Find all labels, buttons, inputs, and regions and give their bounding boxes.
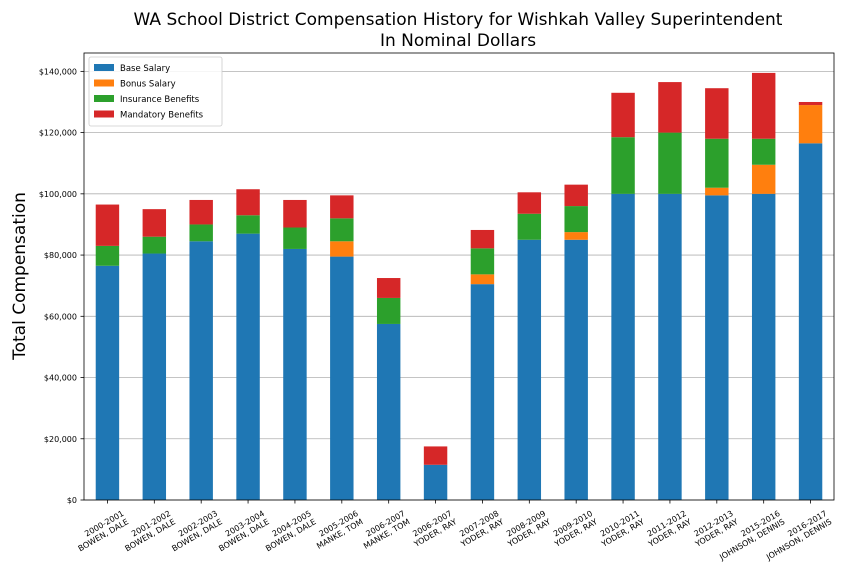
bar-segment-insurance-benefits xyxy=(95,245,120,266)
bar-segment-base-salary xyxy=(470,284,495,500)
bar-segment-mandatory-benefits xyxy=(517,192,542,214)
bar-segment-mandatory-benefits xyxy=(330,195,354,219)
y-tick-label: $120,000 xyxy=(39,129,77,138)
legend: Base Salary Bonus Salary Insurance Benefit… xyxy=(88,56,223,127)
bar-segment-mandatory-benefits xyxy=(564,184,588,207)
bar-segment-base-salary xyxy=(236,233,260,500)
bar-segment-bonus-salary xyxy=(705,187,729,196)
y-tick-label: $20,000 xyxy=(44,435,77,444)
legend-swatch xyxy=(94,110,114,118)
y-tick-label: $0 xyxy=(67,496,77,505)
y-axis-label: Total Compensation xyxy=(10,192,30,361)
bar-segment-insurance-benefits xyxy=(376,297,401,324)
bar-segment-base-salary xyxy=(142,253,167,500)
bar-segment-base-salary xyxy=(751,193,776,500)
bar-segment-mandatory-benefits xyxy=(658,82,682,133)
bars-layer xyxy=(95,72,823,501)
bar-segment-insurance-benefits xyxy=(236,215,260,234)
bar-segment-insurance-benefits xyxy=(283,227,307,249)
chart-title: WA School District Compensation History … xyxy=(134,10,783,30)
chart-subtitle: In Nominal Dollars xyxy=(380,31,536,51)
y-tick-label: $100,000 xyxy=(39,190,77,199)
bar-segment-base-salary xyxy=(611,193,635,500)
legend-label: Insurance Benefits xyxy=(120,95,200,105)
bar-segment-mandatory-benefits xyxy=(611,92,635,138)
bar-segment-insurance-benefits xyxy=(751,138,776,165)
y-tick-label: $60,000 xyxy=(44,312,77,321)
bar-segment-insurance-benefits xyxy=(705,138,729,188)
bar-segment-insurance-benefits xyxy=(142,236,167,254)
bar-segment-mandatory-benefits xyxy=(236,189,260,216)
bar-segment-mandatory-benefits xyxy=(423,446,448,465)
bar-segment-insurance-benefits xyxy=(611,137,635,194)
bar-segment-mandatory-benefits xyxy=(376,278,401,298)
bar-segment-mandatory-benefits xyxy=(189,199,213,225)
bar-segment-insurance-benefits xyxy=(330,218,354,242)
legend-swatch xyxy=(94,64,114,71)
legend-label: Mandatory Benefits xyxy=(120,111,204,121)
y-tick-label: $140,000 xyxy=(39,67,77,76)
bar-segment-base-salary xyxy=(330,256,354,500)
bar-segment-mandatory-benefits xyxy=(798,101,823,106)
bar-segment-mandatory-benefits xyxy=(705,88,729,139)
bar-segment-insurance-benefits xyxy=(564,206,588,233)
legend-box xyxy=(88,56,223,127)
legend-label: Base Salary xyxy=(120,64,170,74)
legend-swatch xyxy=(94,79,114,87)
bar-segment-bonus-salary xyxy=(470,274,495,285)
bar-segment-base-salary xyxy=(798,143,823,501)
legend-label: Bonus Salary xyxy=(120,80,176,90)
bar-segment-bonus-salary xyxy=(751,164,776,194)
bar-segment-bonus-salary xyxy=(330,241,354,257)
bar-segment-mandatory-benefits xyxy=(283,199,307,228)
bar-segment-base-salary xyxy=(517,239,542,501)
bar-segment-insurance-benefits xyxy=(658,132,682,194)
bar-segment-base-salary xyxy=(283,248,307,500)
y-tick-label: $40,000 xyxy=(44,374,77,383)
bar-segment-base-salary xyxy=(658,193,682,500)
bar-segment-insurance-benefits xyxy=(470,248,495,275)
bar-segment-bonus-salary xyxy=(798,105,823,144)
bar-segment-insurance-benefits xyxy=(517,213,542,240)
bar-segment-base-salary xyxy=(705,195,729,500)
bar-segment-base-salary xyxy=(376,323,401,500)
bar-segment-base-salary xyxy=(564,239,588,501)
bar-segment-base-salary xyxy=(189,241,213,501)
bar-segment-mandatory-benefits xyxy=(95,204,120,246)
bar-segment-mandatory-benefits xyxy=(142,209,167,237)
bar-segment-mandatory-benefits xyxy=(751,72,776,139)
bar-segment-base-salary xyxy=(95,265,120,500)
bar-segment-base-salary xyxy=(423,464,448,500)
plot-frame xyxy=(83,52,835,501)
bar-segment-mandatory-benefits xyxy=(470,229,495,249)
y-tick-label: $80,000 xyxy=(44,251,77,260)
legend-swatch xyxy=(94,95,114,102)
bar-segment-insurance-benefits xyxy=(189,224,213,242)
bar-segment-bonus-salary xyxy=(564,232,588,240)
